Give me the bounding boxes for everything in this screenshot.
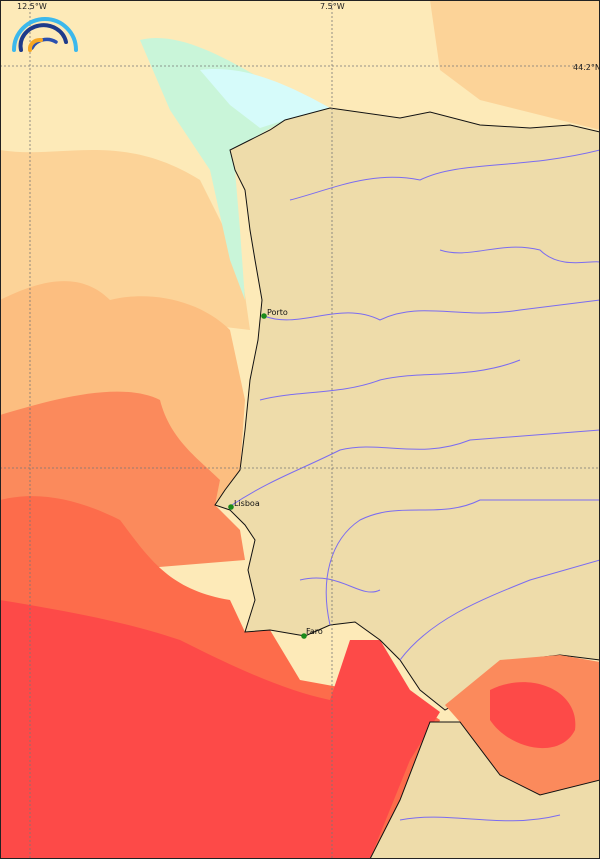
river-tejo <box>231 429 600 506</box>
river-sado <box>299 577 381 593</box>
river-douro <box>263 299 600 321</box>
lon-label-left: 12.5°W <box>17 2 47 11</box>
alboran-gyre <box>490 682 576 749</box>
sea-light-orange-ne <box>430 0 600 130</box>
city-label-porto: Porto <box>267 308 288 317</box>
north-africa-land <box>369 721 600 859</box>
city-marker-faro[interactable] <box>301 633 307 639</box>
river-guadalquivir <box>399 559 600 661</box>
city-marker-porto[interactable] <box>261 313 267 319</box>
rainbow-arcs-logo-icon <box>12 17 78 52</box>
river-guadiana <box>325 499 600 626</box>
lon-label-right: 7.5°W <box>320 2 345 11</box>
iberian-land <box>214 107 600 711</box>
city-label-faro: Faro <box>306 627 323 636</box>
city-label-lisboa: Lisboa <box>234 499 260 508</box>
river-sebou <box>399 814 561 822</box>
river-esla <box>439 246 600 264</box>
lat-label-top: 44.2°N <box>573 63 600 72</box>
river-mondego <box>259 359 521 401</box>
city-marker-lisboa[interactable] <box>228 504 234 510</box>
river-minho <box>289 149 600 201</box>
sea-cool-core <box>200 69 330 128</box>
sea-red <box>0 600 440 859</box>
rivers <box>231 149 600 822</box>
